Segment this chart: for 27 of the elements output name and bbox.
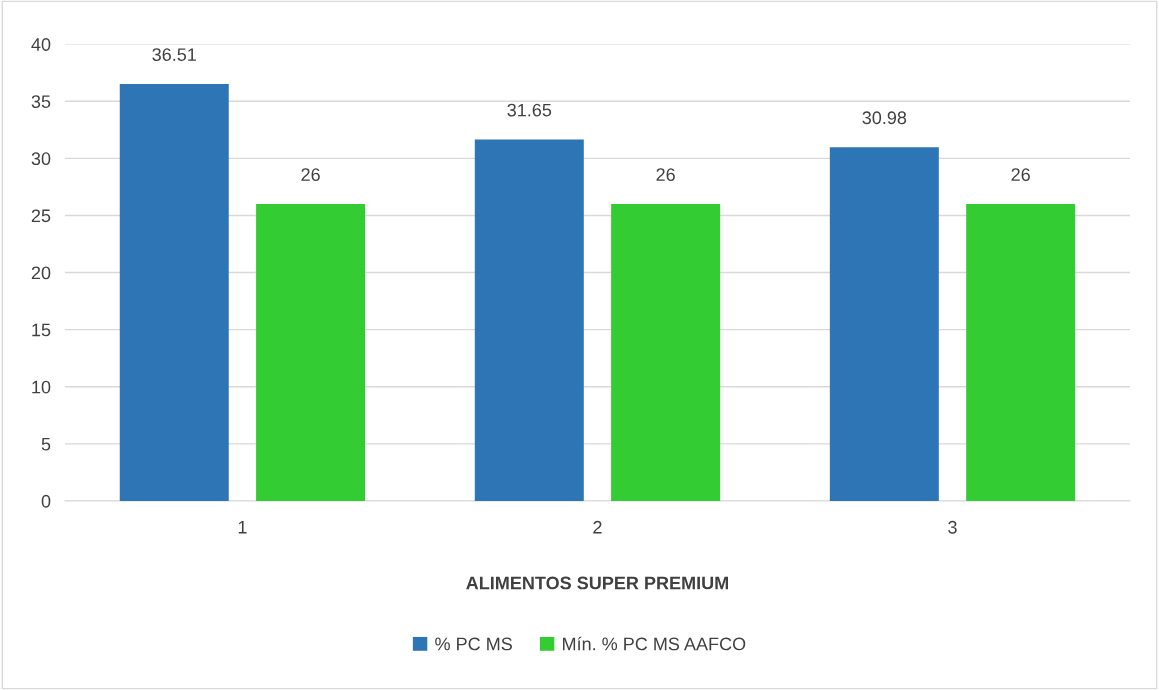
data-label: 26 — [301, 168, 320, 182]
y-tick-label: 20 — [31, 266, 51, 280]
bar — [256, 204, 366, 501]
y-tick-label: 25 — [31, 209, 51, 223]
bar — [119, 84, 229, 501]
y-tick-label: 40 — [31, 38, 51, 51]
bar — [966, 204, 1076, 501]
data-label: 30.98 — [862, 111, 907, 125]
x-axis-title: ALIMENTOS SUPER PREMIUM — [466, 576, 729, 590]
y-tick-label: 15 — [32, 323, 51, 337]
legend-label: % PC MS — [435, 637, 512, 651]
bar — [474, 139, 584, 501]
data-label: 26 — [1011, 168, 1030, 182]
bar — [829, 147, 939, 501]
x-tick-label: 1 — [238, 521, 247, 534]
legend-label: Mín. % PC MS AAFCO — [563, 636, 746, 651]
data-label: 36.51 — [152, 48, 196, 61]
y-tick-label: 35 — [31, 95, 51, 108]
data-label: 26 — [656, 168, 675, 182]
y-tick-label: 5 — [41, 437, 51, 451]
y-tick-label: 10 — [32, 380, 51, 394]
x-tick-label: 3 — [948, 520, 957, 534]
y-tick-label: 0 — [41, 494, 51, 508]
y-tick-label: 30 — [31, 152, 51, 166]
data-label: 31.65 — [507, 103, 552, 117]
x-tick-label: 2 — [593, 520, 602, 534]
bar — [611, 204, 721, 501]
